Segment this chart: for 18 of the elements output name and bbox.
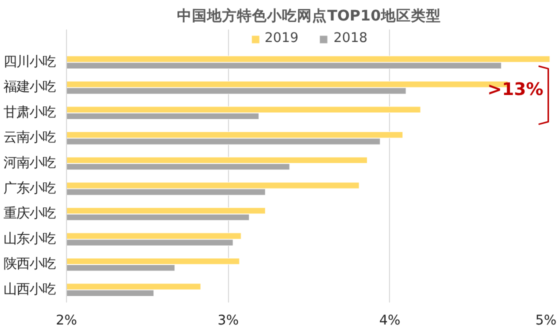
y-tick-label: 河南小吃 — [4, 156, 56, 171]
y-tick-label: 福建小吃 — [4, 80, 56, 96]
chart-title: 中国地方特色小吃网点TOP10地区类型 — [177, 6, 441, 24]
y-tick-label: 山东小吃 — [4, 232, 56, 247]
y-tick-label: 重庆小吃 — [4, 206, 56, 222]
y-tick-label: 山西小吃 — [4, 282, 56, 298]
y-tick-label: 云南小吃 — [4, 130, 56, 146]
annotation: >13% — [487, 80, 544, 100]
legend-label: 2019 — [264, 31, 298, 46]
y-tick-label: 四川小吃 — [4, 54, 56, 70]
y-tick-label: 广东小吃 — [4, 181, 56, 196]
y-tick-label: 甘肃小吃 — [4, 105, 56, 120]
legend-label: 2018 — [334, 31, 368, 46]
x-tick-label: 5% — [535, 314, 557, 328]
y-tick-label: 陕西小吃 — [4, 257, 56, 272]
x-tick-label: 2% — [56, 314, 78, 328]
x-tick-label: 4% — [379, 314, 400, 328]
x-tick-label: 3% — [218, 314, 239, 328]
